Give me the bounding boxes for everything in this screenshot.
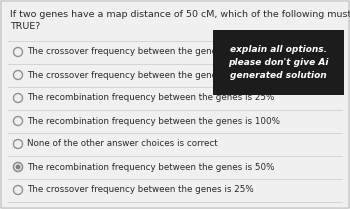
Circle shape	[15, 164, 20, 169]
Text: The crossover frequency between the genes is 100%: The crossover frequency between the gene…	[27, 47, 259, 56]
Text: explain all options.
please don't give Ai
generated solution: explain all options. please don't give A…	[228, 45, 329, 80]
Text: If two genes have a map distance of 50 cM, which of the following must be
TRUE?: If two genes have a map distance of 50 c…	[10, 10, 350, 31]
Text: The crossover frequency between the genes is 25%: The crossover frequency between the gene…	[27, 186, 254, 195]
Text: None of the other answer choices is correct: None of the other answer choices is corr…	[27, 139, 218, 149]
Text: The recombination frequency between the genes is 50%: The recombination frequency between the …	[27, 163, 274, 172]
Text: The recombination frequency between the genes is 25%: The recombination frequency between the …	[27, 93, 274, 102]
FancyBboxPatch shape	[213, 30, 344, 95]
Text: The crossover frequency between the genes is 50%: The crossover frequency between the gene…	[27, 70, 254, 79]
Text: The recombination frequency between the genes is 100%: The recombination frequency between the …	[27, 116, 280, 125]
